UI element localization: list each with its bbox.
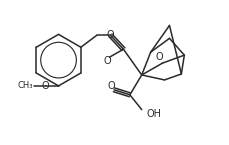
Text: O: O: [106, 30, 114, 40]
Text: OH: OH: [146, 109, 161, 119]
Text: O: O: [155, 52, 163, 62]
Text: O: O: [107, 81, 114, 91]
Text: O: O: [42, 81, 49, 91]
Text: CH₃: CH₃: [17, 81, 33, 90]
Text: O: O: [103, 56, 111, 66]
